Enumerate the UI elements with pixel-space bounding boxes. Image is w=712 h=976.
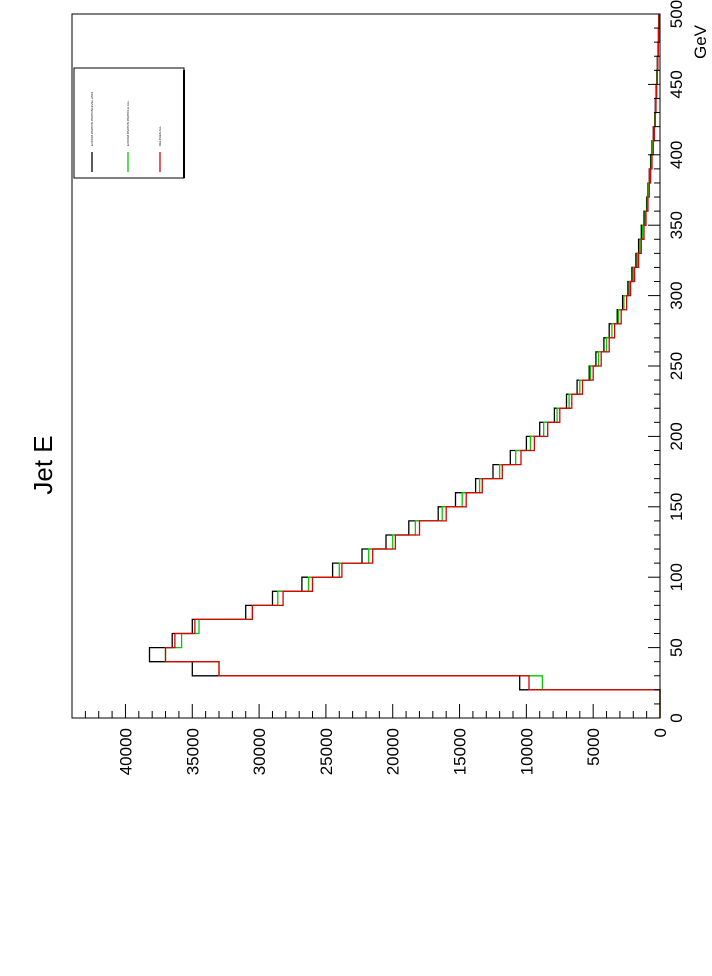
plot-area bbox=[148, 14, 661, 718]
x-tick-label: 150 bbox=[667, 493, 686, 521]
x-tick-label: 200 bbox=[667, 422, 686, 450]
legend: EXCOM PARTON PARTONLEVEL+PHS EXCOM PARTON… bbox=[73, 67, 185, 179]
y-tick-label: 10000 bbox=[517, 728, 536, 775]
x-tick-label: 50 bbox=[667, 638, 686, 657]
y-tick-label: 40000 bbox=[117, 728, 136, 775]
y-tick-label: 25000 bbox=[317, 728, 336, 775]
x-tick-label: 450 bbox=[667, 70, 686, 98]
y-axis: 0 5000 10000 15000 20000 25000 30000 35000 40000 bbox=[71, 704, 670, 775]
y-tick-label: 20000 bbox=[384, 728, 403, 775]
y-tick-label: 15000 bbox=[451, 728, 470, 775]
y-tick-label: 5000 bbox=[584, 728, 603, 766]
x-tick-label: 250 bbox=[667, 352, 686, 380]
x-tick-label: 350 bbox=[667, 211, 686, 239]
series-line-3 bbox=[164, 14, 661, 718]
legend-entry-label: EXCOM PARTON PARTICLE ALL bbox=[126, 100, 130, 146]
x-tick-label: 500 bbox=[667, 0, 686, 28]
chart-title: Jet E bbox=[28, 435, 58, 494]
x-tick-label: 0 bbox=[667, 713, 686, 722]
x-axis-label: GeV bbox=[691, 24, 710, 59]
legend-entry-label: EXCOM PARTON PARTONLEVEL+PHS bbox=[90, 92, 94, 146]
y-tick-label: 30000 bbox=[250, 728, 269, 775]
x-axis: 0 50 100 150 200 250 300 350 400 450 500 bbox=[648, 0, 686, 723]
y-tick-label: 0 bbox=[651, 728, 670, 737]
legend-entry-label: DELPHES ALL bbox=[158, 126, 162, 146]
x-tick-label: 300 bbox=[667, 281, 686, 309]
x-tick-label: 400 bbox=[667, 141, 686, 169]
y-tick-label: 35000 bbox=[183, 728, 202, 775]
x-tick-label: 100 bbox=[667, 563, 686, 591]
